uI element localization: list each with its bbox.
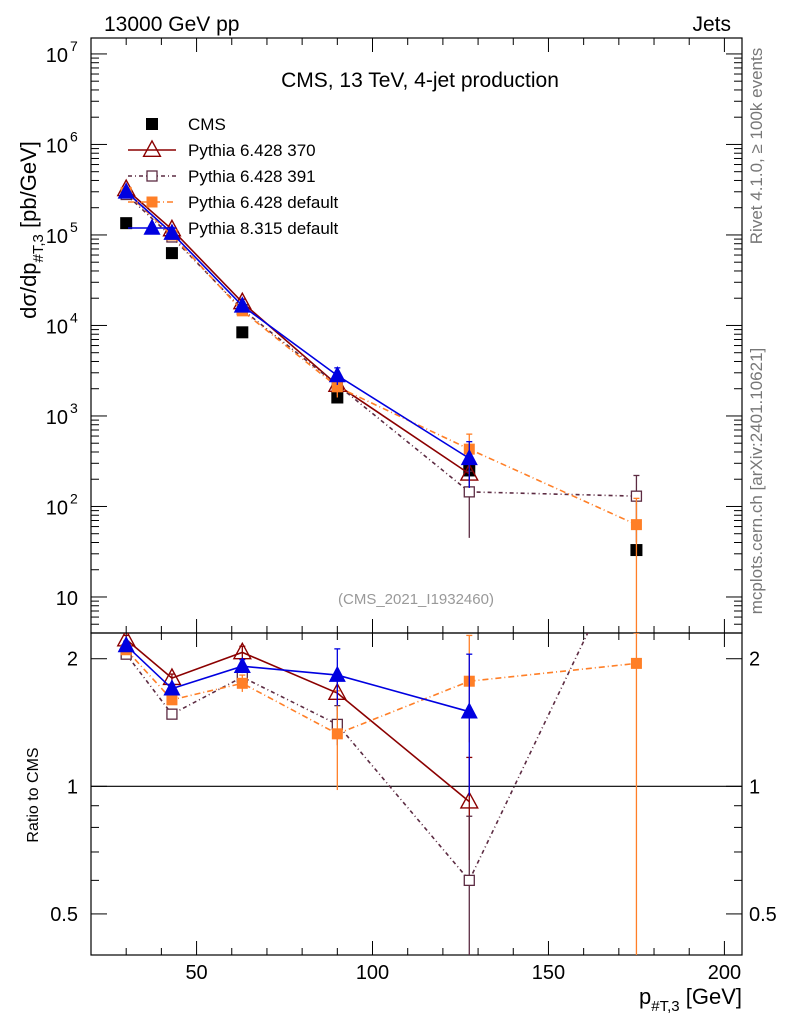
legend-marker-pythia-6-428-default [146,196,158,208]
y-tick-label-exponent: 5 [70,219,78,235]
pythia-8-315-default-ratio-point [460,702,478,719]
ratio-tick-label-right: 2 [749,649,760,671]
legend-label-cms: CMS [188,115,226,134]
cms-point [165,247,178,260]
x-tick-label: 50 [185,962,207,984]
pythia-8-315-default-point [233,296,251,313]
pythia-6-428-default-ratio-point [630,657,642,669]
pythia-8-315-default-ratio-point [117,635,135,653]
pythia-6-428-391-point [463,486,475,498]
y-tick-label: 10 [46,316,68,338]
pythia-6-428-default-ratio-line [125,649,637,735]
pythia-6-428-370-ratio-point [459,791,479,809]
ratio-tick-label-right: 0.5 [749,904,777,926]
ratio-tick-label-left: 0.5 [50,904,78,926]
pythia-6-428-370-ratio-line [125,638,470,803]
rivet-label: Rivet 4.1.0, ≥ 100k events [747,48,766,244]
pythia-6-428-391-line [125,193,637,497]
ratio-frame [90,632,743,956]
pythia-6-428-default-line [125,191,637,526]
x-axis-title: p#T,3 [GeV] [639,984,742,1015]
y-tick-label-exponent: 7 [70,38,78,54]
y-tick-label-exponent: 4 [70,309,78,325]
header-right: Jets [692,13,731,36]
y-tick-label-exponent: 3 [70,400,78,416]
y-tick-label: 10 [46,135,68,157]
x-tick-label: 150 [532,962,565,984]
ratio-series-layer [116,633,642,955]
legend-marker-cms [146,118,158,130]
pythia-6-428-default-point [630,519,642,531]
svg-text:dσ/dp#T,3 [pb/GeV]: dσ/dp#T,3 [pb/GeV] [16,141,47,319]
pythia-8-315-default-ratio-point [328,665,346,682]
header-left: 13000 GeV pp [104,13,239,36]
cms-point [236,326,249,339]
pythia-6-428-391-ratio-line [125,633,589,882]
y-axis-title: dσ/dp#T,3 [pb/GeV] [16,141,47,319]
mcplots-label: mcplots.cern.ch [arXiv:2401.10621] [747,348,766,614]
ratio-tick-label-right: 1 [749,776,760,798]
pythia-8-315-default-ratio-point [233,656,251,674]
y-tick-label: 10 [46,497,68,519]
legend-label-pythia-8-315-default: Pythia 8.315 default [188,219,339,238]
y-tick-label-exponent: 6 [70,128,78,144]
legend-label-pythia-6-428-391: Pythia 6.428 391 [188,167,316,186]
x-tick-label: 200 [708,962,741,984]
chart-title: CMS, 13 TeV, 4-jet production [281,69,559,92]
legend-marker-pythia-6-428-391 [146,170,158,182]
ratio-tick-label-left: 2 [67,649,78,671]
legend-marker-pythia-6-428-370 [142,139,162,158]
y-tick-label: 10 [56,588,78,610]
y-tick-label: 10 [46,45,68,67]
cms-point [120,217,133,230]
pythia-6-428-391-ratio-point [166,708,178,720]
x-tick-label: 100 [356,962,389,984]
pythia-8-315-default-point [117,182,135,199]
pythia-8-315-default-point [163,223,181,240]
legend-label-pythia-6-428-default: Pythia 6.428 default [188,193,339,212]
legend: CMS Pythia 6.428 370 Pythia 6.428 391 Pythi… [128,115,339,238]
y-tick-label: 10 [46,226,68,248]
y-tick-label-exponent: 2 [70,490,78,506]
pythia-8-315-default-point [460,448,478,466]
legend-marker-pythia-8-315-default [143,218,161,235]
pythia-8-315-default-point [328,366,346,383]
pythia-6-428-default-ratio-point [236,677,248,689]
pythia-6-428-default-ratio-point [166,694,178,706]
y-tick-label: 10 [46,407,68,429]
analysis-id: (CMS_2021_I1932460) [338,591,494,608]
pythia-6-428-default-ratio-point [331,728,343,740]
pythia-8-315-default-ratio-point [163,679,181,696]
main-series-layer [116,178,643,633]
legend-label-pythia-6-428-370: Pythia 6.428 370 [188,141,316,160]
pythia-6-428-391-ratio-point [463,874,475,887]
ratio-panel: 50 100 150 200 0.5 0.5 1 1 2 2 [50,632,777,984]
ratio-tick-label-left: 1 [67,776,78,798]
ratio-y-axis-title: Ratio to CMS [25,747,42,842]
